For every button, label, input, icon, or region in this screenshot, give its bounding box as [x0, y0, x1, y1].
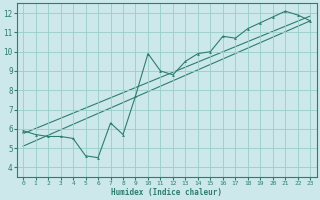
X-axis label: Humidex (Indice chaleur): Humidex (Indice chaleur) [111, 188, 222, 197]
